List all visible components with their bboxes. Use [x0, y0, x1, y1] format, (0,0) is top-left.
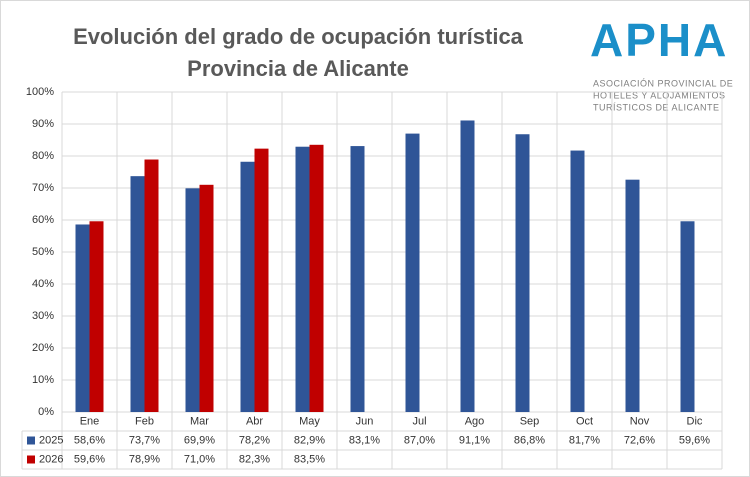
chart-title: Evolución del grado de ocupación turísti…: [73, 24, 524, 49]
bar: [144, 159, 159, 412]
y-tick-label: 80%: [32, 150, 54, 162]
y-tick-label: 50%: [32, 246, 54, 258]
table-value: 82,9%: [294, 434, 325, 446]
legend-swatch: [27, 436, 35, 445]
y-tick-label: 20%: [32, 342, 54, 354]
bar: [680, 221, 695, 412]
bar: [460, 120, 475, 412]
bar: [515, 134, 530, 413]
x-tick-label: Jun: [356, 415, 374, 427]
bar: [254, 148, 269, 412]
y-tick-label: 30%: [32, 310, 54, 322]
y-tick-label: 60%: [32, 214, 54, 226]
x-tick-label: Sep: [520, 415, 540, 427]
x-tick-label: Feb: [135, 415, 154, 427]
legend-label: 2025: [39, 434, 63, 446]
table-value: 78,2%: [239, 434, 270, 446]
bar: [570, 150, 585, 412]
x-tick-label: Oct: [576, 415, 593, 427]
table-value: 73,7%: [129, 434, 160, 446]
bar: [350, 146, 365, 412]
table-value: 91,1%: [459, 434, 490, 446]
bar: [625, 179, 640, 412]
legend-swatch: [27, 455, 35, 464]
x-tick-label: Jul: [412, 415, 426, 427]
table-value: 86,8%: [514, 434, 545, 446]
legend-label: 2026: [39, 453, 63, 465]
table-value: 83,1%: [349, 434, 380, 446]
bar: [199, 184, 214, 412]
table-value: 78,9%: [129, 453, 160, 465]
logo-line: HOTELES Y ALOJAMIENTOS: [593, 90, 726, 100]
bar: [405, 133, 420, 412]
table-value: 71,0%: [184, 453, 215, 465]
table-value: 58,6%: [74, 434, 105, 446]
logo-line: TURÍSTICOS DE ALICANTE: [593, 102, 720, 112]
table-value: 83,5%: [294, 453, 325, 465]
x-tick-label: Ene: [80, 415, 100, 427]
table-value: 59,6%: [679, 434, 710, 446]
chart-subtitle: Provincia de Alicante: [187, 56, 409, 81]
x-tick-label: Dic: [687, 415, 703, 427]
x-tick-label: Ago: [465, 415, 485, 427]
y-tick-label: 90%: [32, 118, 54, 130]
bar: [185, 188, 200, 412]
table-value: 59,6%: [74, 453, 105, 465]
table-value: 72,6%: [624, 434, 655, 446]
bar: [75, 224, 90, 412]
x-tick-label: Abr: [246, 415, 263, 427]
x-tick-label: Mar: [190, 415, 209, 427]
y-tick-label: 100%: [26, 86, 54, 98]
logo-name: APHA: [590, 14, 728, 66]
x-tick-label: May: [299, 415, 320, 427]
table-value: 81,7%: [569, 434, 600, 446]
y-tick-label: 0%: [38, 406, 54, 418]
y-tick-label: 70%: [32, 182, 54, 194]
table-value: 87,0%: [404, 434, 435, 446]
bar: [89, 221, 104, 412]
y-tick-label: 10%: [32, 374, 54, 386]
table-value: 69,9%: [184, 434, 215, 446]
bar: [130, 176, 145, 412]
logo-line: ASOCIACIÓN PROVINCIAL DE: [593, 78, 733, 88]
bar: [240, 161, 255, 412]
table-value: 82,3%: [239, 453, 270, 465]
bar: [309, 144, 324, 413]
bar: [295, 146, 310, 412]
y-tick-label: 40%: [32, 278, 54, 290]
x-tick-label: Nov: [630, 415, 650, 427]
